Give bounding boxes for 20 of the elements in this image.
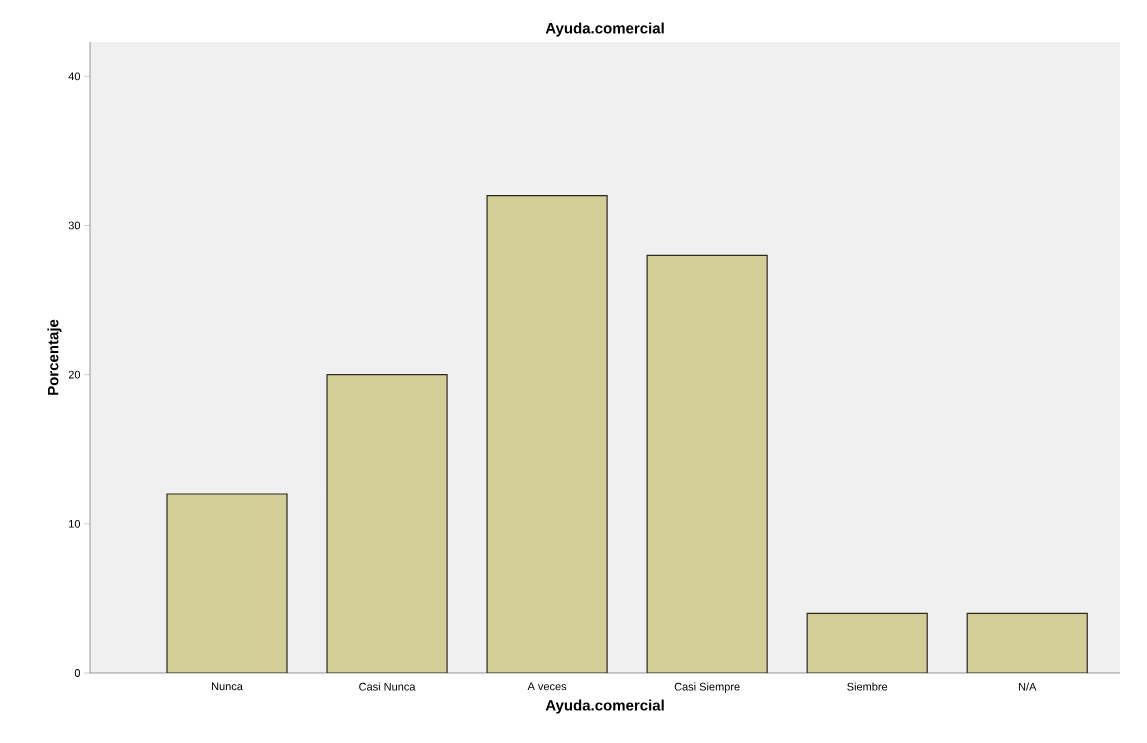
x-tick-label: Casi Nunca: [359, 682, 416, 691]
y-tick-label: 30: [68, 221, 81, 230]
x-tick-label: A veces: [527, 682, 567, 691]
y-tick-label: 0: [74, 669, 81, 677]
x-tick-label: Nunca: [212, 682, 243, 691]
y-tick-label: 20: [68, 370, 81, 379]
y-tick-label: 10: [69, 519, 81, 528]
bar: [166, 493, 288, 673]
x-tick-label: N/A: [1018, 682, 1037, 691]
bar: [486, 195, 608, 673]
chart-title: Ayuda.comercial: [545, 22, 664, 37]
bar: [966, 612, 1088, 673]
x-axis-title: Ayuda.comercial: [545, 699, 664, 714]
x-tick-label: Casi Siempre: [674, 682, 740, 693]
bar: [806, 612, 928, 673]
bar: [646, 254, 768, 673]
x-tick-label: Siembre: [847, 682, 888, 691]
y-tick-label: 40: [68, 72, 81, 81]
bar: [326, 374, 448, 673]
y-axis-title: Porcentaje: [47, 319, 62, 395]
